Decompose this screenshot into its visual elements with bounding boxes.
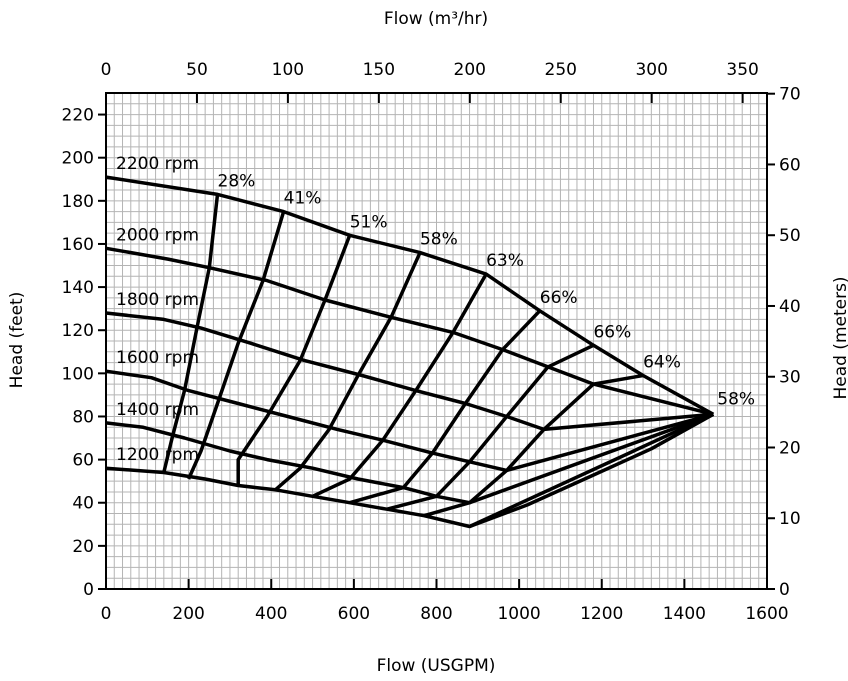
x2-tick-label: 50 (186, 60, 208, 80)
grid (105, 92, 768, 590)
rpm-curve-label: 2200 rpm (116, 154, 199, 174)
efficiency-label: 63% (486, 251, 524, 271)
x-tick-label: 0 (101, 604, 112, 624)
y2-tick-label: 30 (779, 368, 801, 388)
x-tick-label: 600 (338, 604, 370, 624)
y2-tick-label: 50 (779, 226, 801, 246)
y-tick-label: 0 (83, 580, 94, 600)
rpm-curve-label: 1400 rpm (116, 400, 199, 420)
y-tick-label: 40 (72, 494, 94, 514)
x2-tick-label: 250 (545, 60, 577, 80)
efficiency-label: 51% (350, 212, 388, 232)
y2-tick-label: 60 (779, 155, 801, 175)
efficiency-label: 58% (420, 230, 458, 250)
y2-tick-label: 10 (779, 509, 801, 529)
x-tick-label: 1400 (663, 604, 706, 624)
efficiency-label: 58% (717, 389, 755, 409)
series-layer (105, 175, 715, 529)
efficiency-line (349, 309, 542, 505)
efficiency-line (274, 251, 422, 492)
x2-tick-label: 0 (101, 60, 112, 80)
x-tick-label: 800 (420, 604, 452, 624)
rpm-curve (105, 311, 714, 432)
x-tick-label: 1000 (497, 604, 540, 624)
rpm-curve-label: 1200 rpm (116, 445, 199, 465)
y-tick-label: 20 (72, 537, 94, 557)
y-tick-label: 180 (62, 192, 94, 212)
efficiency-label: 64% (643, 353, 681, 373)
y-tick-label: 140 (62, 278, 94, 298)
rpm-curve-label: 1600 rpm (116, 348, 199, 368)
efficiency-line (186, 211, 286, 480)
efficiency-line (468, 412, 715, 529)
x2-tick-label: 300 (635, 60, 667, 80)
axis-ticks: 0 200 400 600 800 1000 1200 1400 160002040608010… (62, 60, 801, 624)
x2-tick-label: 150 (363, 60, 395, 80)
efficiency-line (423, 373, 644, 518)
y-axis-title: Head (feet) (7, 292, 27, 389)
efficiency-label: 41% (284, 189, 322, 209)
rpm-curve-label: 1800 rpm (116, 290, 199, 310)
y2-tick-label: 40 (779, 297, 801, 317)
x-tick-label: 200 (172, 604, 204, 624)
x2-tick-label: 100 (272, 60, 304, 80)
x-tick-label: 400 (255, 604, 287, 624)
y2-tick-label: 20 (779, 438, 801, 458)
y-tick-label: 160 (62, 235, 94, 255)
efficiency-label: 66% (540, 288, 578, 308)
y-tick-label: 100 (62, 364, 94, 384)
x-tick-label: 1200 (580, 604, 623, 624)
y-tick-label: 220 (62, 106, 94, 126)
x-axis-title: Flow (USGPM) (377, 656, 496, 676)
rpm-curve (105, 412, 714, 505)
y-tick-label: 120 (62, 321, 94, 341)
efficiency-line (386, 343, 595, 511)
y-tick-label: 200 (62, 149, 94, 169)
y2-axis-title: Head (meters) (831, 276, 848, 399)
x2-tick-label: 200 (454, 60, 486, 80)
x2-axis-title: Flow (m³/hr) (384, 9, 488, 29)
y2-tick-label: 0 (779, 580, 790, 600)
y2-tick-label: 70 (779, 85, 801, 105)
x-tick-label: 1600 (745, 604, 788, 624)
efficiency-line (311, 273, 488, 498)
efficiency-line (236, 234, 352, 486)
rpm-curve (105, 369, 714, 473)
y-tick-label: 80 (72, 407, 94, 427)
y-tick-label: 60 (72, 451, 94, 471)
rpm-curve-label: 2000 rpm (116, 225, 199, 245)
efficiency-label: 28% (218, 171, 256, 191)
x2-tick-label: 350 (726, 60, 758, 80)
label-layer: 2200 rpm 2000 rpm 1800 rpm 1600 rpm 1400 rpm… (116, 154, 755, 465)
efficiency-line (162, 194, 220, 473)
efficiency-label: 66% (593, 322, 631, 342)
